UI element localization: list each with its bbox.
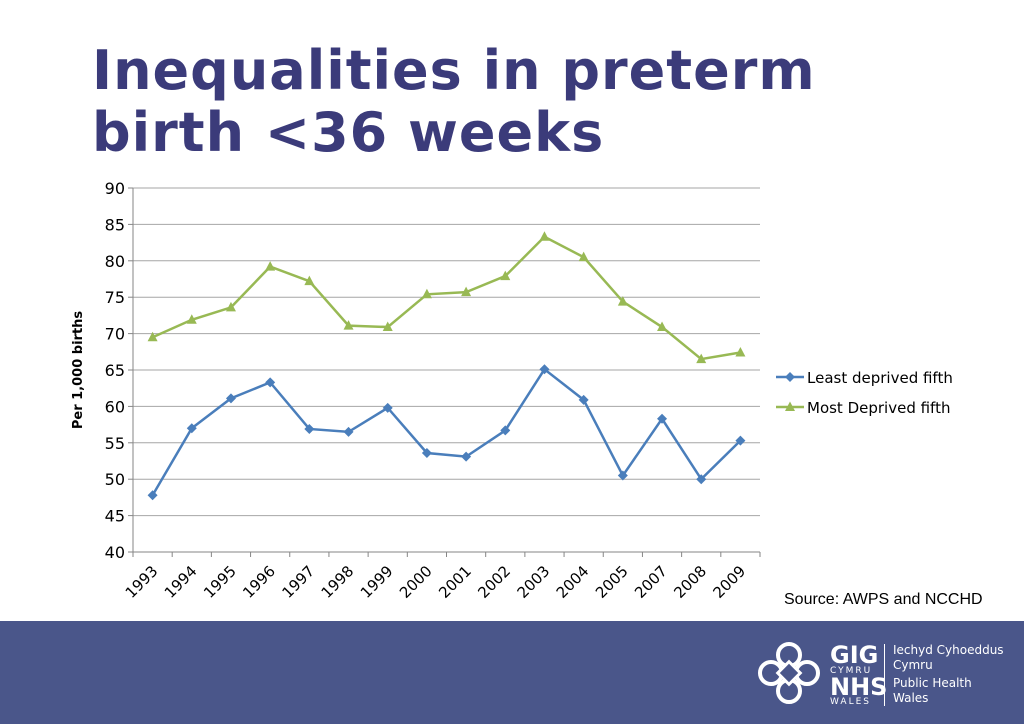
legend-label-most-deprived: Most Deprived fifth — [807, 399, 950, 417]
x-tick-label: 1996 — [239, 562, 279, 602]
data-point-least-deprived — [461, 451, 472, 462]
data-point-most-deprived — [657, 321, 668, 332]
data-point-most-deprived — [265, 261, 276, 271]
data-point-least-deprived — [382, 402, 393, 413]
y-tick-label: 65 — [105, 361, 125, 380]
data-point-least-deprived — [186, 423, 197, 434]
x-tick-label: 2004 — [553, 562, 593, 602]
x-tick-label: 2000 — [396, 562, 436, 602]
data-point-most-deprived — [735, 347, 746, 357]
data-point-most-deprived — [500, 270, 511, 281]
data-point-least-deprived — [421, 447, 432, 458]
y-tick-label: 80 — [105, 252, 125, 271]
data-point-least-deprived — [265, 377, 276, 388]
data-point-least-deprived — [539, 364, 550, 375]
data-point-most-deprived — [617, 296, 628, 306]
data-point-most-deprived — [461, 286, 472, 297]
x-tick-label: 2005 — [592, 562, 632, 602]
data-point-most-deprived — [343, 320, 354, 330]
org-welsh-line-1: Iechyd Cyhoeddus — [893, 643, 1004, 657]
x-tick-label: 2002 — [474, 562, 514, 602]
data-point-least-deprived — [617, 470, 628, 481]
data-point-least-deprived — [343, 426, 354, 437]
org-name-welsh: Iechyd Cyhoeddus Cymru — [893, 643, 1004, 673]
org-english-line-2: Wales — [893, 691, 929, 705]
nhs-wales-knot-icon — [758, 642, 820, 704]
legend-label-least-deprived: Least deprived fifth — [807, 369, 953, 387]
data-point-most-deprived — [225, 301, 236, 312]
x-tick-label: 2008 — [670, 562, 710, 602]
y-tick-label: 90 — [105, 179, 125, 198]
y-tick-label: 55 — [105, 434, 125, 453]
y-tick-label: 60 — [105, 397, 125, 416]
source-note: Source: AWPS and NCCHD — [784, 591, 983, 608]
data-point-most-deprived — [304, 275, 315, 286]
data-point-most-deprived — [147, 331, 158, 342]
slide-title: Inequalities in preterm birth <36 weeks — [92, 40, 992, 164]
data-point-most-deprived — [578, 251, 589, 262]
y-axis-label: Per 1,000 births — [71, 311, 86, 430]
x-tick-label: 1997 — [278, 562, 318, 602]
x-tick-label: 2009 — [710, 562, 750, 602]
footer-band — [0, 621, 1024, 724]
logo-cymru-text: CYMRU — [830, 666, 873, 676]
title-line-2: birth <36 weeks — [92, 101, 605, 164]
legend-marker-least-deprived — [785, 372, 795, 382]
org-english-line-1: Public Health — [893, 676, 972, 690]
title-line-1: Inequalities in preterm — [92, 39, 816, 102]
x-tick-label: 2007 — [631, 562, 671, 602]
legend-marker-most-deprived — [785, 401, 795, 411]
org-name-english: Public Health Wales — [893, 676, 972, 706]
logo-gig-text: GIG — [830, 641, 879, 669]
x-tick-label: 2001 — [435, 562, 475, 602]
data-point-least-deprived — [735, 435, 746, 446]
y-tick-label: 45 — [105, 507, 125, 526]
data-point-least-deprived — [500, 425, 511, 436]
logo-divider — [884, 644, 885, 706]
logo-nhs-text: NHS — [830, 673, 888, 701]
x-tick-label: 1999 — [357, 562, 397, 602]
data-point-most-deprived — [696, 353, 707, 364]
data-point-least-deprived — [147, 490, 158, 501]
data-point-least-deprived — [225, 393, 236, 404]
y-tick-label: 40 — [105, 543, 125, 562]
org-welsh-line-2: Cymru — [893, 658, 933, 672]
data-point-most-deprived — [421, 288, 432, 299]
data-point-most-deprived — [539, 231, 550, 241]
x-tick-label: 1998 — [318, 562, 358, 602]
series-line-most-deprived — [152, 235, 741, 361]
y-tick-label: 50 — [105, 470, 125, 489]
data-point-least-deprived — [696, 474, 707, 485]
y-tick-label: 75 — [105, 288, 125, 307]
data-point-most-deprived — [186, 314, 197, 324]
data-point-most-deprived — [382, 321, 393, 332]
logo-wales-text: WALES — [830, 697, 871, 707]
data-point-least-deprived — [657, 413, 668, 424]
data-point-least-deprived — [578, 394, 589, 405]
y-tick-label: 70 — [105, 325, 125, 344]
x-tick-label: 2003 — [514, 562, 554, 602]
y-tick-label: 85 — [105, 215, 125, 234]
data-point-least-deprived — [304, 423, 315, 434]
series-line-least-deprived — [151, 367, 742, 496]
x-tick-label: 1995 — [200, 562, 240, 602]
x-tick-label: 1993 — [122, 562, 162, 602]
x-tick-label: 1994 — [161, 562, 201, 602]
